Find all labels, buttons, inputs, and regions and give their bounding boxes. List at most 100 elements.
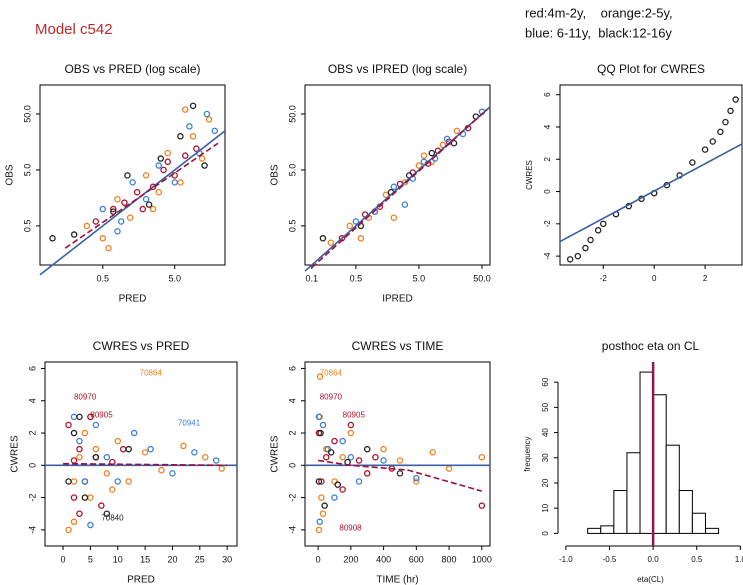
x-tick-label: 5 [88, 554, 93, 564]
point [347, 453, 355, 461]
x-tick-label: 0 [316, 554, 321, 564]
point [125, 445, 132, 453]
point [420, 152, 428, 159]
histogram-bar [600, 525, 615, 534]
y-axis-label: CWRES [525, 160, 534, 190]
point [327, 449, 335, 456]
point [218, 465, 225, 472]
point [70, 478, 78, 485]
y-tick-label: -4 [287, 526, 297, 534]
point [582, 244, 589, 252]
point [147, 445, 154, 453]
point [600, 220, 607, 228]
point [316, 373, 324, 380]
point [76, 445, 83, 453]
point [83, 222, 91, 230]
plot-frame [44, 361, 238, 547]
x-tick-label: 600 [409, 554, 424, 564]
point [92, 421, 100, 429]
point [92, 218, 100, 225]
point-label: 80970 [74, 393, 97, 402]
point [363, 470, 371, 477]
point [169, 470, 176, 477]
point [177, 133, 184, 140]
point [164, 149, 172, 157]
point [380, 457, 387, 464]
y-tick-label: 4 [27, 398, 37, 403]
point [450, 140, 458, 147]
point [142, 172, 150, 179]
y-tick-label: 0.5 [22, 220, 32, 233]
point [401, 201, 409, 208]
panel-title: posthoc eta on CL [602, 339, 700, 353]
point [689, 159, 696, 166]
point [203, 110, 211, 118]
point [70, 429, 78, 437]
point [478, 502, 486, 509]
point [587, 236, 594, 244]
trend-line [311, 108, 488, 269]
y-tick-label: -2 [543, 220, 552, 228]
histogram-bar [652, 394, 667, 534]
x-tick-label: 2 [703, 274, 708, 283]
y-axis-label: CWRES [10, 435, 21, 473]
point [145, 201, 153, 208]
x-tick-label: 0.0 [648, 555, 660, 564]
x-axis-label: eta(CL) [637, 575, 664, 584]
point [126, 214, 134, 221]
point [363, 445, 371, 453]
point [109, 486, 116, 493]
point-label: 80905 [90, 410, 113, 419]
point [352, 218, 360, 225]
point [180, 442, 187, 450]
point [566, 256, 574, 263]
point [87, 494, 94, 501]
point [87, 413, 94, 421]
histogram-bar [665, 444, 680, 534]
point-label: 70864 [320, 368, 343, 377]
x-tick-label: 5.0 [413, 273, 426, 283]
point [99, 235, 107, 242]
point [125, 478, 132, 485]
point [119, 445, 127, 453]
point [98, 502, 105, 509]
point [319, 235, 327, 242]
panel-title: CWRES vs PRED [93, 339, 190, 353]
point [202, 453, 209, 461]
point [339, 437, 346, 445]
x-tick-label: -2 [600, 274, 608, 283]
point [201, 162, 208, 169]
point [319, 510, 327, 517]
point [81, 478, 89, 485]
point [189, 133, 197, 140]
point [396, 470, 404, 477]
point [318, 494, 325, 501]
point [141, 449, 149, 456]
y-tick-label: 5.0 [287, 164, 297, 177]
x-tick-label: -0.5 [603, 555, 617, 564]
histogram-bar [587, 527, 602, 534]
y-tick-label: -2 [287, 494, 297, 502]
point [443, 135, 451, 143]
y-tick-label: 50.0 [22, 105, 32, 123]
point [334, 481, 341, 488]
point [103, 453, 111, 461]
point [189, 102, 197, 110]
y-tick-label: 4 [543, 124, 552, 129]
y-axis-label: OBS [5, 164, 16, 185]
point [198, 155, 206, 162]
point [155, 162, 163, 169]
point [177, 179, 184, 186]
x-tick-label: 20 [167, 554, 177, 564]
point [382, 191, 390, 199]
y-tick-label: 2 [543, 156, 552, 161]
point [76, 413, 83, 421]
point [709, 138, 716, 145]
point [339, 453, 346, 461]
histogram-bar [691, 512, 706, 534]
point [347, 429, 355, 437]
panel-title: OBS vs PRED (log scale) [64, 62, 200, 76]
point [70, 494, 78, 501]
point [413, 474, 420, 482]
point [65, 526, 72, 534]
